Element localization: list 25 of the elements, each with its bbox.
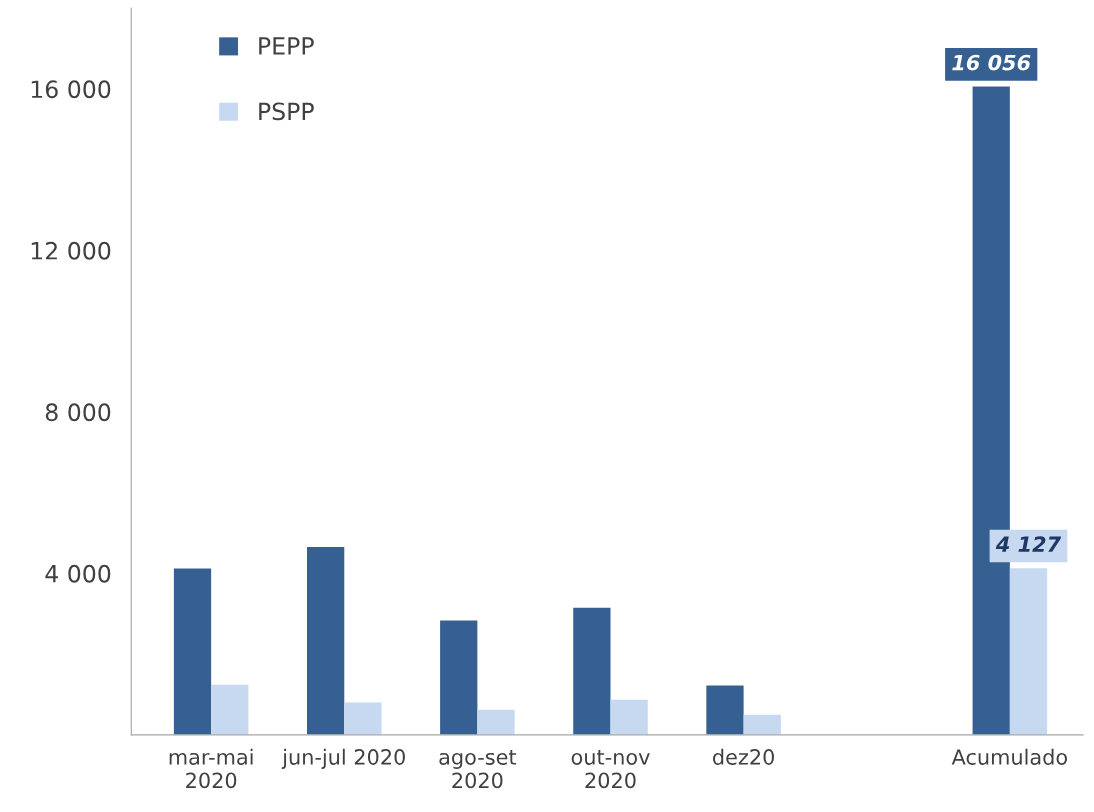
legend-label: PSPP <box>259 102 314 121</box>
y-tick-label: 4 000 <box>45 564 111 583</box>
x-tick-label: dez20 <box>713 748 774 765</box>
x-tick-label: out-nov 2020 <box>571 749 650 789</box>
y-tick-label: 12 000 <box>31 241 111 260</box>
y-tick-label: 8 000 <box>45 403 111 422</box>
bar <box>344 702 382 735</box>
x-tick-label: Acumulado <box>951 748 1067 765</box>
bar <box>610 699 648 735</box>
bar <box>706 685 744 735</box>
bar <box>211 684 249 735</box>
bar <box>1009 568 1048 735</box>
data-label: 16 056 <box>952 54 1031 71</box>
bar <box>440 620 478 735</box>
bar <box>173 568 212 735</box>
x-tick-label: jun-jul 2020 <box>281 748 405 769</box>
bar <box>477 709 515 735</box>
x-tick-label: ago-set 2020 <box>439 749 517 789</box>
bar <box>743 714 781 735</box>
bar <box>306 547 345 735</box>
x-tick-label: mar-mai 2020 <box>169 748 253 789</box>
y-tick-label: 16 000 <box>31 80 111 99</box>
legend-label: PEPP <box>259 37 314 55</box>
bar <box>573 607 611 735</box>
data-label: 4 127 <box>995 536 1062 552</box>
